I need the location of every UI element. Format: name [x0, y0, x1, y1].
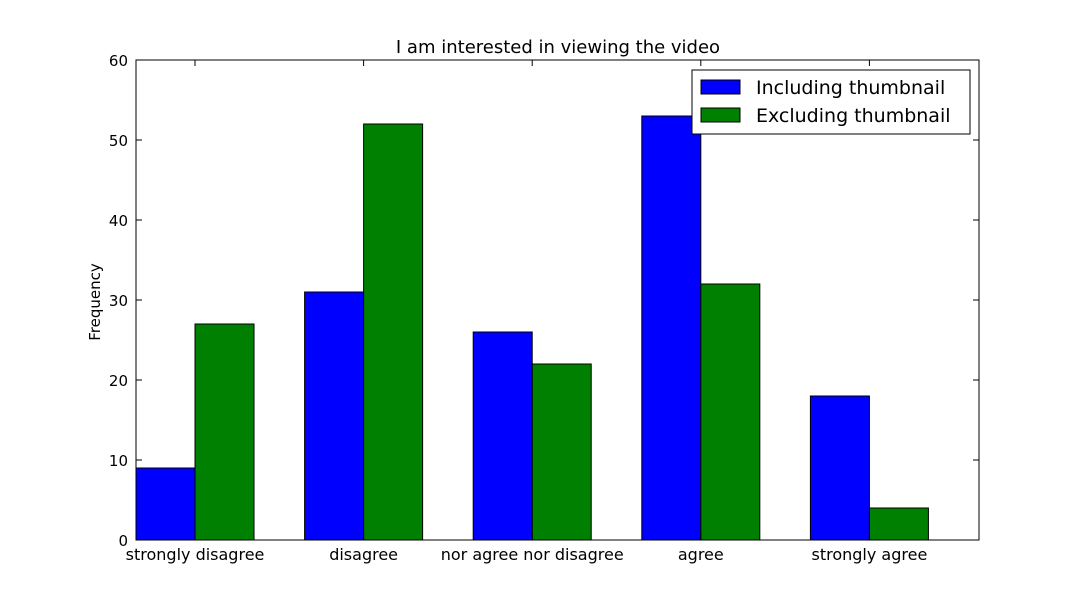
y-tick-label: 30 — [109, 292, 128, 310]
x-tick-label: strongly agree — [812, 545, 928, 564]
plot-frame — [135, 59, 980, 541]
y-tick-label: 40 — [109, 212, 128, 230]
x-tick-label: strongly disagree — [126, 545, 265, 564]
bar-series-2-5 — [868, 507, 929, 541]
legend: Including thumbnail Excluding thumbnail — [691, 69, 971, 135]
x-tick-label: nor agree nor disagree — [441, 545, 624, 564]
y-tick-label: 20 — [109, 372, 128, 390]
bar-series-1-5 — [809, 395, 870, 541]
legend-label-1: Including thumbnail — [756, 77, 945, 99]
bar-series-1-4 — [641, 115, 702, 541]
legend-swatch-1 — [700, 79, 741, 95]
y-axis-label: Frequency — [86, 263, 104, 341]
x-tick-label: disagree — [329, 545, 398, 564]
y-tick-label: 10 — [109, 452, 128, 470]
bar-series-2-1 — [194, 323, 255, 541]
bar-series-2-4 — [700, 283, 761, 541]
y-tick-label: 50 — [109, 132, 128, 150]
y-tick-label: 60 — [109, 52, 128, 70]
bar-series-1-3 — [472, 331, 533, 541]
bar-series-1-2 — [304, 291, 365, 541]
ticks-layer: 0 10 20 30 40 50 60 strongly disagree disagree no… — [109, 52, 979, 564]
legend-label-2: Excluding thumbnail — [756, 105, 951, 127]
bar-series-2-3 — [531, 363, 592, 541]
x-tick-label: agree — [678, 545, 724, 564]
bars-layer — [135, 115, 929, 541]
chart-title: I am interested in viewing the video — [396, 37, 720, 58]
legend-swatch-2 — [700, 107, 741, 123]
bar-series-2-2 — [363, 123, 424, 541]
y-tick-label: 0 — [118, 532, 128, 550]
bar-series-1-1 — [135, 467, 196, 541]
